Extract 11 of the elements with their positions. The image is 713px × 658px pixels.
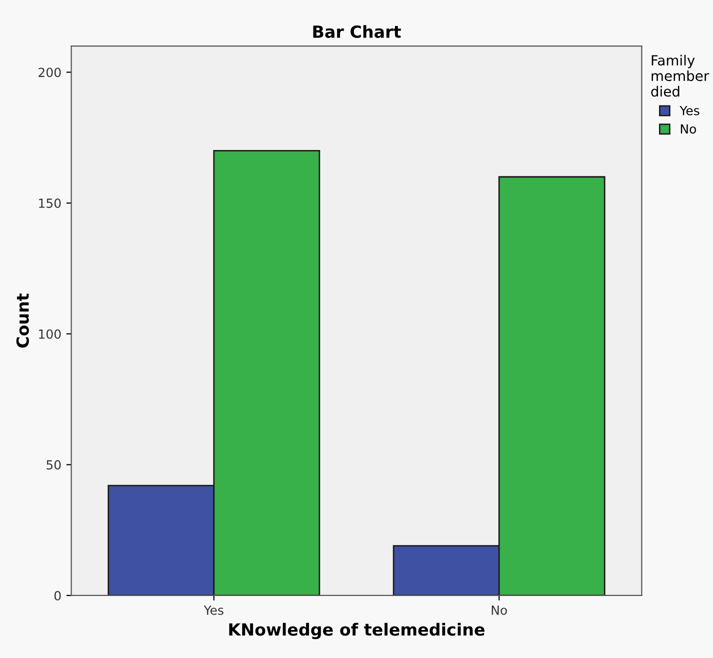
y-tick-label: 50 <box>46 460 61 470</box>
x-axis-title: KNowledge of telemedicine <box>229 622 484 640</box>
y-axis-title: Count <box>16 293 29 348</box>
legend-label: Yes <box>680 106 700 116</box>
y-tick-label: 150 <box>39 198 61 208</box>
legend-label: No <box>680 124 696 134</box>
y-tick-label: 0 <box>54 590 61 600</box>
legend-title: Family member died <box>651 54 710 97</box>
chart-title: Bar Chart <box>313 25 401 38</box>
y-tick-label: 200 <box>38 68 61 78</box>
y-tick-label: 100 <box>39 329 61 339</box>
